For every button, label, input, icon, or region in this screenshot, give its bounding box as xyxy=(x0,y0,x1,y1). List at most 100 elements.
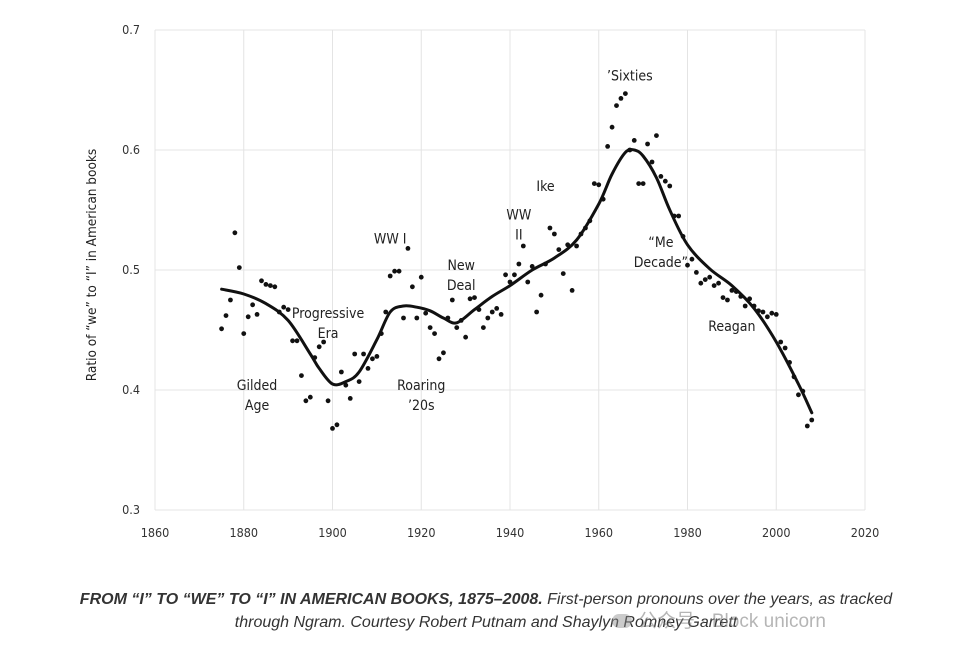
annotation-label: Gilded Age xyxy=(237,378,278,414)
data-point xyxy=(538,292,544,298)
data-point xyxy=(383,309,389,315)
data-point xyxy=(361,351,366,357)
data-point xyxy=(449,297,455,303)
data-point xyxy=(219,326,224,332)
y-tick-label: 0.5 xyxy=(122,262,140,277)
data-point xyxy=(685,262,690,268)
data-point xyxy=(290,338,295,344)
caption-text-line1: First-person pronouns over the years, as… xyxy=(542,591,893,608)
data-point xyxy=(441,350,446,356)
data-point xyxy=(396,268,402,274)
data-point xyxy=(560,271,566,276)
data-point xyxy=(729,288,735,293)
data-point xyxy=(489,309,495,315)
trend-line xyxy=(220,147,814,415)
data-point xyxy=(250,302,256,308)
annotation-line: Gilded xyxy=(237,378,278,394)
data-point xyxy=(609,124,615,130)
data-point xyxy=(516,261,522,267)
data-point xyxy=(662,178,668,184)
data-point xyxy=(711,283,717,288)
y-tick-label: 0.7 xyxy=(122,22,140,37)
x-tick-label: 1860 xyxy=(141,525,170,540)
data-point xyxy=(649,159,655,165)
data-point xyxy=(654,133,659,139)
watermark: 公众号 · Block unicorn xyxy=(612,606,826,633)
annotation-line: WW xyxy=(506,208,531,224)
data-point xyxy=(636,181,642,187)
data-point xyxy=(343,382,349,388)
chart: 1860 1880 1900 1920 1940 1960 1980 2000 2020 0.3… xyxy=(84,22,880,540)
data-point xyxy=(618,96,624,101)
annotation-label: Progressive Era xyxy=(292,306,365,342)
data-point xyxy=(485,315,491,321)
data-point xyxy=(387,273,393,279)
data-point xyxy=(223,313,229,318)
annotation-label: WW II xyxy=(506,208,531,244)
data-point xyxy=(569,288,575,293)
y-axis-ticks: 0.3 0.4 0.5 0.6 0.7 xyxy=(122,22,140,517)
data-point xyxy=(409,284,415,290)
data-point xyxy=(236,265,242,270)
data-point xyxy=(272,284,278,290)
data-point xyxy=(374,354,380,359)
x-tick-label: 1960 xyxy=(584,525,613,540)
x-tick-label: 1980 xyxy=(673,525,702,540)
y-tick-label: 0.4 xyxy=(122,382,140,397)
data-point xyxy=(241,331,247,336)
data-point xyxy=(245,314,251,320)
data-point xyxy=(330,426,335,431)
annotation-label: Roaring ’20s xyxy=(397,378,445,414)
annotation-line: ’20s xyxy=(408,398,435,414)
data-point xyxy=(773,312,779,317)
annotation-line: II xyxy=(515,228,522,244)
data-point xyxy=(480,325,486,330)
annotation-line: Deal xyxy=(447,278,476,294)
data-point xyxy=(472,295,477,300)
annotation-line: “Me xyxy=(648,235,673,251)
annotation-line: New xyxy=(447,258,474,274)
data-point xyxy=(547,225,553,231)
data-point xyxy=(352,351,358,357)
data-point xyxy=(423,310,429,316)
x-tick-label: 2020 xyxy=(851,525,880,540)
watermark-text: 公众号 · Block unicorn xyxy=(638,611,826,632)
data-point xyxy=(405,246,411,251)
data-point xyxy=(782,345,788,351)
data-point xyxy=(693,270,699,275)
data-point xyxy=(432,331,437,336)
data-point xyxy=(667,183,673,189)
data-points xyxy=(219,91,815,431)
y-axis-label: Ratio of “we” to “I” in American books xyxy=(84,149,100,382)
data-point xyxy=(232,230,238,236)
y-tick-label: 0.6 xyxy=(122,142,140,157)
data-point xyxy=(303,398,309,404)
data-point xyxy=(401,315,406,321)
annotation-line: ’Sixties xyxy=(607,68,653,84)
annotation-line: Era xyxy=(318,326,339,342)
data-point xyxy=(698,280,704,286)
annotation-label: “Me Decade” xyxy=(634,235,688,271)
annotation-line: Age xyxy=(245,398,270,414)
data-point xyxy=(316,344,322,350)
data-point xyxy=(467,296,473,302)
data-point xyxy=(556,247,562,253)
annotation-line: WW I xyxy=(374,232,407,248)
data-point xyxy=(427,325,433,330)
data-point xyxy=(263,282,269,287)
x-tick-label: 2000 xyxy=(762,525,791,540)
data-point xyxy=(454,325,460,330)
x-tick-label: 1900 xyxy=(318,525,347,540)
wechat-icon xyxy=(612,614,632,628)
data-point xyxy=(321,339,327,345)
data-point xyxy=(622,91,628,96)
data-point xyxy=(676,213,682,219)
data-point xyxy=(769,310,775,316)
data-point xyxy=(658,174,664,179)
x-tick-label: 1940 xyxy=(496,525,525,540)
data-point xyxy=(294,338,300,344)
x-tick-label: 1880 xyxy=(229,525,258,540)
data-point xyxy=(325,398,331,404)
data-point xyxy=(228,297,233,303)
data-point xyxy=(281,304,287,310)
